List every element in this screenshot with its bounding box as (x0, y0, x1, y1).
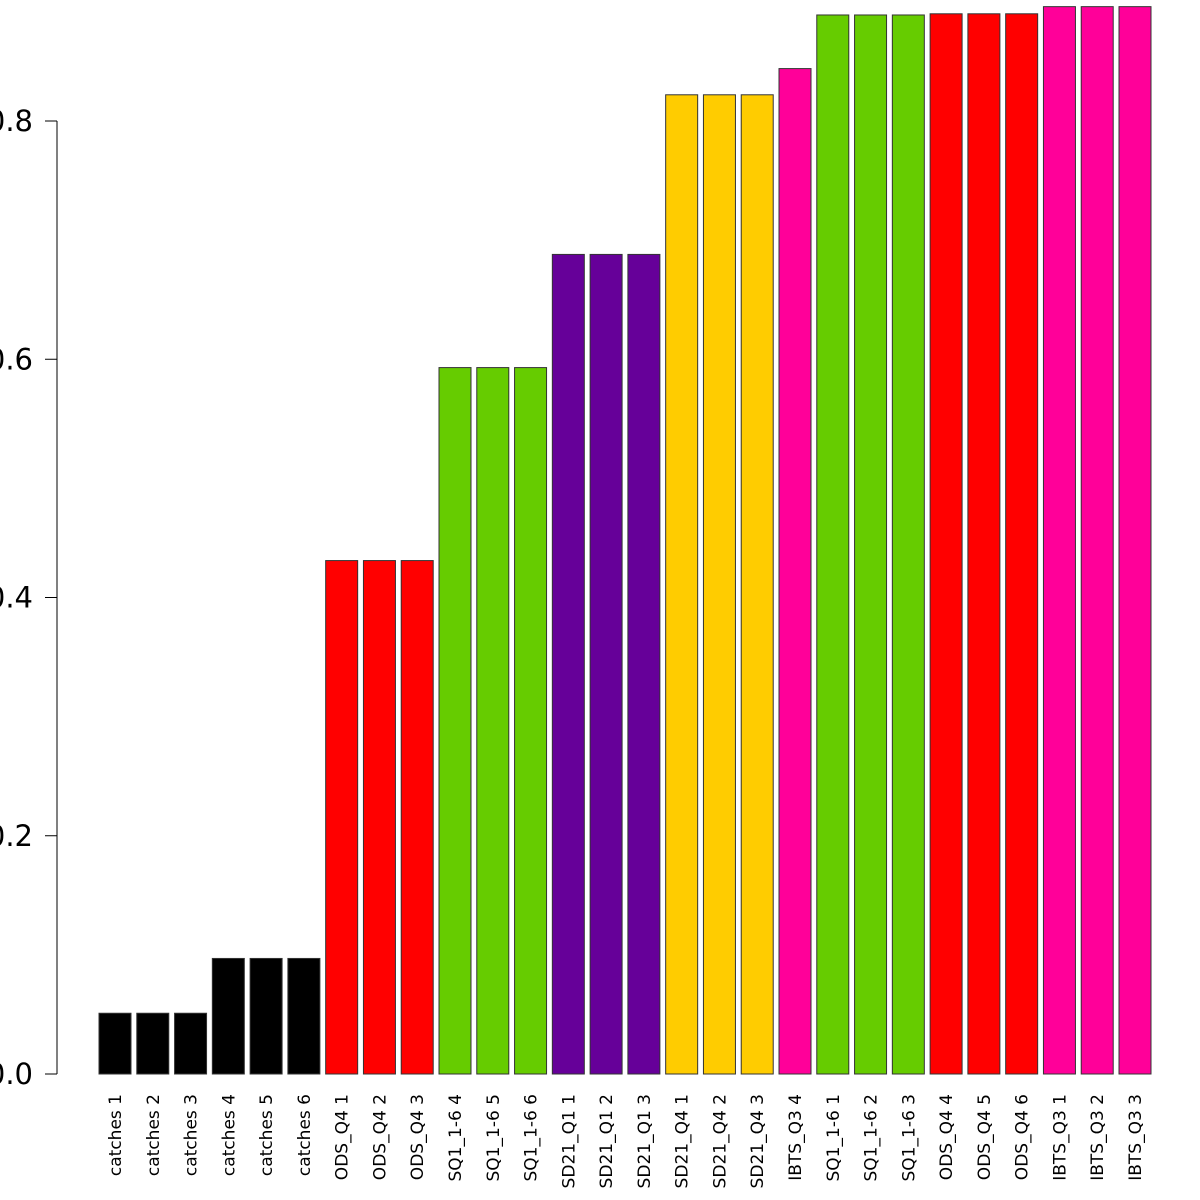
bar (98, 1012, 132, 1075)
x-tick-label: SD21_Q1 3 (635, 1094, 655, 1188)
x-tick-label: SD21_Q4 3 (748, 1094, 768, 1188)
bar (476, 367, 510, 1075)
x-tick-label: catches 3 (182, 1094, 202, 1176)
x-tick-label: SQ1_1-6 4 (446, 1094, 466, 1181)
bar (627, 253, 661, 1075)
x-tick-label: ODS_Q4 6 (1013, 1094, 1033, 1180)
x-tick-label: ODS_Q4 3 (408, 1094, 428, 1180)
x-tick-label: ODS_Q4 5 (975, 1094, 995, 1180)
bar (438, 367, 472, 1075)
y-tick-label: 0.4 (0, 581, 33, 615)
bar (665, 94, 699, 1075)
x-tick-label: ODS_Q4 2 (370, 1094, 390, 1180)
x-tick-label: IBTS_Q3 4 (786, 1094, 806, 1181)
x-tick-label: SD21_Q4 2 (710, 1094, 730, 1188)
bar (325, 560, 359, 1075)
bar (514, 367, 548, 1075)
bar (174, 1012, 208, 1075)
x-tick-label: SQ1_1-6 2 (862, 1094, 882, 1181)
x-tick-label: SD21_Q1 2 (597, 1094, 617, 1188)
x-tick-label: catches 5 (257, 1094, 277, 1176)
x-tick-label: SD21_Q4 1 (673, 1094, 693, 1188)
bar (1005, 13, 1039, 1075)
x-tick-label: SQ1_1-6 3 (899, 1094, 919, 1181)
bar (816, 14, 850, 1075)
y-tick-label: 0.0 (0, 1057, 33, 1091)
bar (1080, 6, 1114, 1075)
x-tick-label: ODS_Q4 4 (937, 1094, 957, 1180)
bar (249, 957, 283, 1075)
x-tick-label: SD21_Q1 1 (559, 1094, 579, 1188)
y-tick-label: 0.8 (0, 104, 33, 138)
bar (778, 68, 812, 1075)
bar (967, 13, 1001, 1075)
x-tick-label: catches 1 (106, 1094, 126, 1176)
x-tick-label: IBTS_Q3 3 (1126, 1094, 1146, 1181)
bar (740, 94, 774, 1075)
bar (702, 94, 736, 1075)
x-tick-label: SQ1_1-6 1 (824, 1094, 844, 1181)
x-tick-label: IBTS_Q3 1 (1050, 1094, 1070, 1181)
bar (891, 14, 925, 1075)
bar (1118, 6, 1152, 1075)
x-tick-label: catches 6 (295, 1094, 315, 1176)
bar (929, 13, 963, 1075)
y-tick-label: 0.6 (0, 342, 33, 376)
bar (136, 1012, 170, 1075)
bar (854, 14, 888, 1075)
bar (551, 253, 585, 1075)
x-tick-label: SQ1_1-6 6 (522, 1094, 542, 1181)
bar (287, 957, 321, 1075)
bar (1042, 6, 1076, 1075)
bar (589, 253, 623, 1075)
bar (211, 957, 245, 1075)
x-tick-label: catches 4 (219, 1094, 239, 1176)
x-tick-label: SQ1_1-6 5 (484, 1094, 504, 1181)
y-tick-label: 0.2 (0, 819, 33, 853)
x-tick-label: IBTS_Q3 2 (1088, 1094, 1108, 1181)
bar (362, 560, 396, 1075)
x-tick-label: ODS_Q4 1 (333, 1094, 353, 1180)
x-tick-label: catches 2 (144, 1094, 164, 1176)
bar (400, 560, 434, 1075)
